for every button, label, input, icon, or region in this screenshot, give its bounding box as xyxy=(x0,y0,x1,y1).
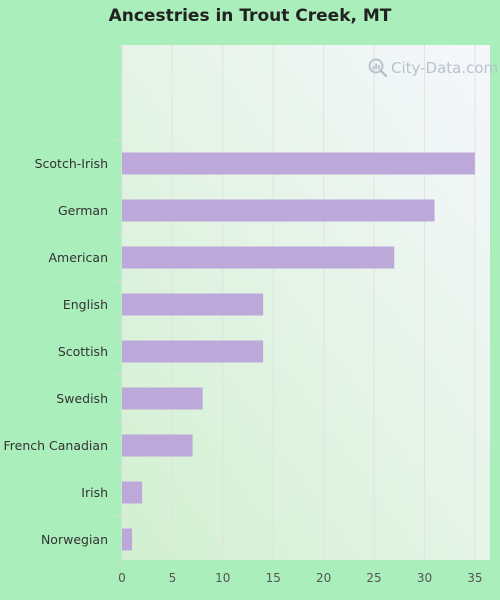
chart-title: Ancestries in Trout Creek, MT xyxy=(108,6,392,26)
category-label: Scotch-Irish xyxy=(35,156,108,171)
category-label: German xyxy=(58,203,108,218)
bar-swedish xyxy=(122,387,203,410)
category-label: French Canadian xyxy=(4,438,109,453)
bar-english xyxy=(122,293,264,316)
category-labels: Scotch-Irish German American English Scottis… xyxy=(4,156,109,547)
category-label: Swedish xyxy=(56,391,108,406)
x-tick-label: 5 xyxy=(169,571,177,585)
x-tick-label: 20 xyxy=(316,571,331,585)
category-label: American xyxy=(49,250,109,265)
x-tick-label: 15 xyxy=(266,571,281,585)
bar-scotch-irish xyxy=(122,152,475,175)
x-tick-label: 0 xyxy=(118,571,126,585)
category-label: Norwegian xyxy=(41,532,108,547)
x-tick-label: 10 xyxy=(215,571,230,585)
watermark-text: City-Data.com xyxy=(391,59,499,77)
x-tick-label: 25 xyxy=(366,571,381,585)
x-tick-label: 30 xyxy=(417,571,432,585)
category-label: English xyxy=(63,297,108,312)
bar-german xyxy=(122,199,435,222)
category-label: Irish xyxy=(81,485,108,500)
bar-scottish xyxy=(122,340,264,363)
watermark: City-Data.com xyxy=(368,58,498,78)
bar-irish xyxy=(122,481,143,504)
x-tick-label: 35 xyxy=(467,571,482,585)
bar-american xyxy=(122,246,395,269)
category-label: Scottish xyxy=(58,344,108,359)
bars xyxy=(122,152,475,551)
magnifier-icon xyxy=(368,58,388,78)
bar-french-canadian xyxy=(122,434,193,457)
bar-norwegian xyxy=(122,528,133,551)
x-axis-ticks: 0 5 10 15 20 25 30 35 xyxy=(118,571,482,585)
